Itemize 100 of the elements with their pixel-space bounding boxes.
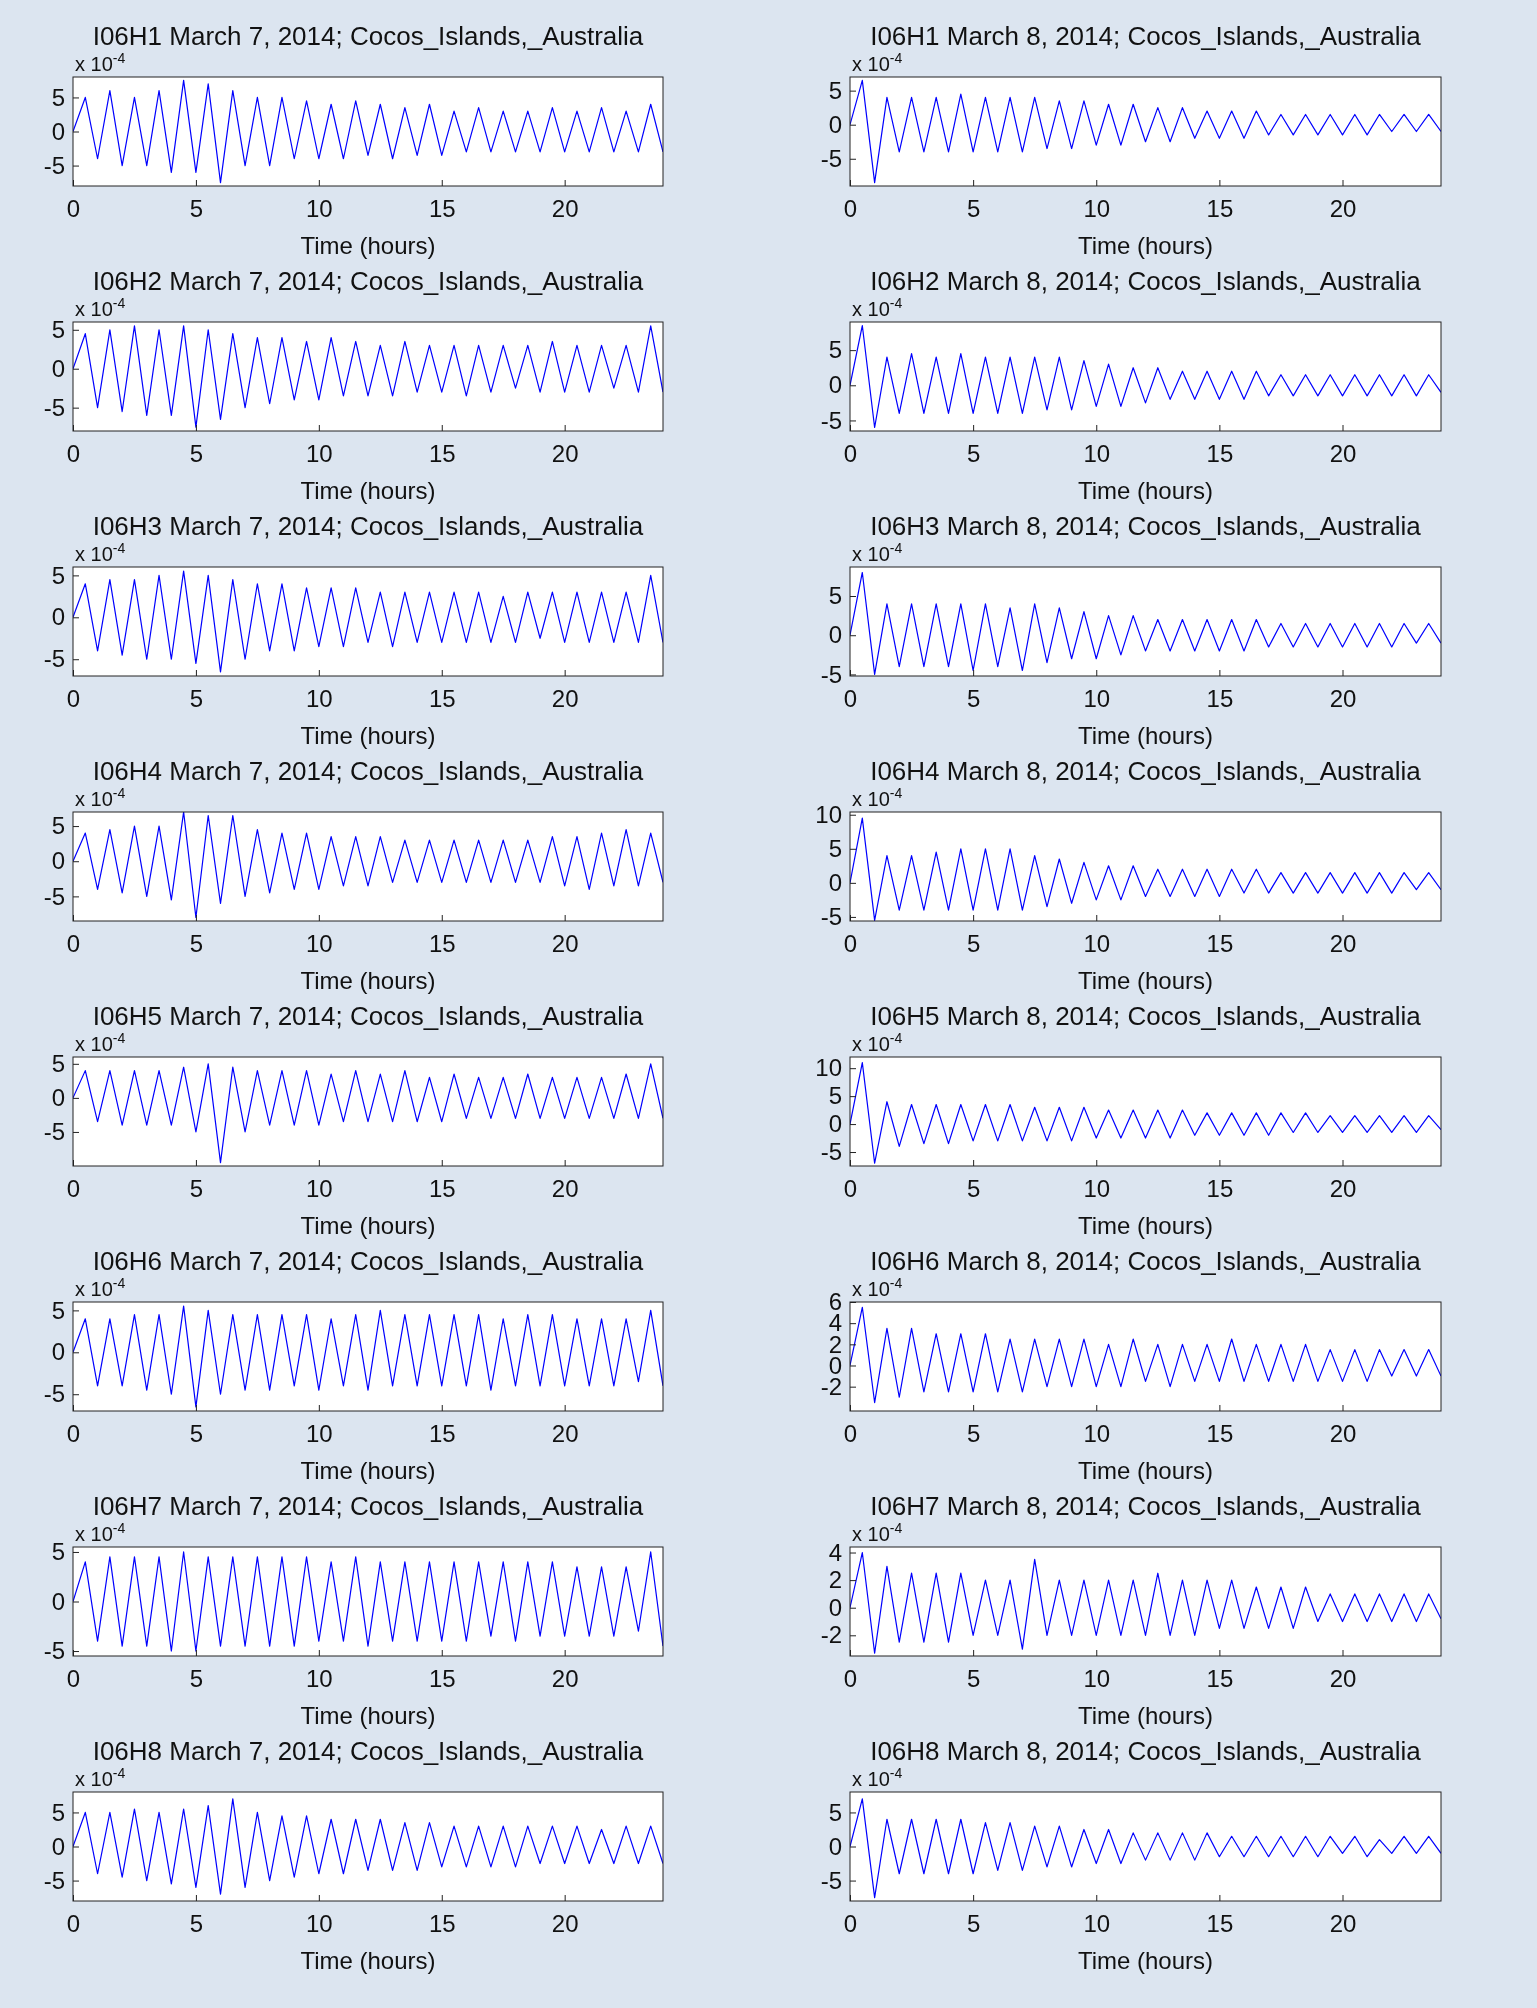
line-series [850, 571, 1441, 676]
chart-title: I06H1 March 8, 2014; Cocos_Islands,_Australia [870, 21, 1422, 51]
y-tick-label: 10 [815, 1054, 842, 1082]
x-tick-label: 20 [551, 1175, 579, 1203]
y-tick-label: 2 [828, 1566, 842, 1594]
x-tick-label: 5 [966, 1665, 981, 1693]
y-tick-label: 5 [51, 1538, 65, 1566]
line-series [850, 324, 1441, 429]
y-tick-label: -5 [43, 151, 65, 179]
y-tick-label: 0 [828, 1593, 842, 1621]
x-tick-label: 10 [1083, 1910, 1111, 1938]
text: x 10$^{-4}$ [75, 785, 126, 810]
x-tick-label: 5 [966, 1420, 981, 1448]
line-series [73, 325, 663, 428]
y-tick-label: -5 [43, 882, 65, 910]
y-tick-label: 0 [51, 1338, 65, 1366]
text: x 10$^{-4}$ [852, 50, 903, 75]
x-tick-label: 5 [189, 1420, 204, 1448]
x-tick-label: 10 [305, 195, 333, 223]
x-tick-label: 5 [966, 440, 981, 468]
line-series [73, 1798, 663, 1895]
line-series [73, 1551, 663, 1652]
y-tick-label: 0 [51, 1832, 65, 1860]
x-axis-title: Time (hours) [300, 1702, 436, 1729]
text: x 10$^{-4}$ [852, 1275, 903, 1300]
text: x 10$^{-4}$ [852, 785, 903, 810]
chart-title: I06H6 March 8, 2014; Cocos_Islands,_Australia [870, 1246, 1422, 1276]
x-tick-label: 10 [1083, 685, 1111, 713]
x-tick-label: 5 [966, 1910, 981, 1938]
x-tick-label: 15 [428, 1910, 456, 1938]
text: x 10$^{-4}$ [852, 1765, 903, 1790]
chart-title: I06H8 March 8, 2014; Cocos_Islands,_Australia [870, 1736, 1422, 1766]
x-tick-label: 15 [428, 1665, 456, 1693]
text: x 10$^{-4}$ [852, 1030, 903, 1055]
y-tick-label: 0 [51, 354, 65, 382]
x-tick-label: 20 [1329, 1175, 1357, 1203]
y-tick-label: 0 [828, 110, 842, 138]
x-tick-label: 20 [1329, 195, 1357, 223]
y-tick-label: 5 [828, 1082, 842, 1110]
line-series [850, 1061, 1441, 1164]
text: x 10$^{-4}$ [75, 540, 126, 565]
chart-title: I06H8 March 7, 2014; Cocos_Islands,_Australia [92, 1736, 644, 1766]
x-tick-label: 5 [189, 1175, 204, 1203]
y-tick-label: -5 [820, 406, 842, 434]
x-tick-label: 15 [428, 685, 456, 713]
y-tick-label: 5 [51, 83, 65, 111]
line-series [73, 79, 663, 184]
text: x 10$^{-4}$ [75, 1520, 126, 1545]
y-tick-label: 5 [51, 561, 65, 589]
x-axis-title: Time (hours) [300, 1947, 436, 1974]
text: x 10$^{-4}$ [75, 1765, 126, 1790]
x-axis-title: Time (hours) [300, 967, 436, 994]
x-tick-label: 15 [1206, 1665, 1234, 1693]
x-tick-label: 20 [1329, 930, 1357, 958]
x-tick-label: 5 [966, 1175, 981, 1203]
y-tick-label: 5 [828, 1798, 842, 1826]
y-tick-label: -5 [43, 1380, 65, 1408]
text: x 10$^{-4}$ [852, 1520, 903, 1545]
line-series [73, 812, 663, 919]
x-axis-title: Time (hours) [1077, 722, 1214, 749]
x-tick-label: 20 [551, 440, 579, 468]
text: x 10$^{-4}$ [852, 295, 903, 320]
y-tick-label: 4 [828, 1538, 842, 1566]
text: x 10$^{-4}$ [75, 295, 126, 320]
line-series [850, 1798, 1441, 1899]
x-axis-title: Time (hours) [1077, 1947, 1214, 1974]
x-tick-label: 10 [305, 1420, 333, 1448]
x-tick-label: 20 [1329, 1910, 1357, 1938]
x-tick-label: 10 [1083, 1665, 1111, 1693]
x-tick-label: 10 [1083, 195, 1111, 223]
chart-title: I06H3 March 7, 2014; Cocos_Islands,_Australia [92, 511, 644, 541]
y-tick-label: -5 [820, 144, 842, 172]
text: x 10$^{-4}$ [75, 50, 126, 75]
x-tick-label: 20 [1329, 440, 1357, 468]
y-tick-label: 0 [51, 847, 65, 875]
x-tick-label: 15 [428, 1175, 456, 1203]
line-series [73, 1305, 663, 1408]
chart-title: I06H2 March 7, 2014; Cocos_Islands,_Australia [92, 266, 644, 296]
y-tick-label: 0 [51, 603, 65, 631]
x-axis-title: Time (hours) [300, 1457, 436, 1484]
x-tick-label: 15 [428, 1420, 456, 1448]
x-axis-title: Time (hours) [300, 477, 436, 504]
y-tick-label: 0 [828, 371, 842, 399]
x-tick-label: 20 [1329, 685, 1357, 713]
x-tick-label: 20 [1329, 1665, 1357, 1693]
x-tick-label: 10 [1083, 1420, 1111, 1448]
y-tick-label: 0 [828, 621, 842, 649]
line-series [73, 1063, 663, 1164]
x-tick-label: 5 [189, 930, 204, 958]
x-tick-label: 5 [189, 685, 204, 713]
x-tick-label: 15 [1206, 1910, 1234, 1938]
y-tick-label: 0 [51, 1587, 65, 1615]
y-tick-label: 5 [51, 1296, 65, 1324]
x-tick-label: 15 [428, 195, 456, 223]
x-tick-label: 5 [189, 1910, 204, 1938]
x-axis-title: Time (hours) [1077, 1212, 1214, 1239]
x-tick-label: 10 [305, 1175, 333, 1203]
x-tick-label: 15 [1206, 685, 1234, 713]
text: x 10$^{-4}$ [852, 540, 903, 565]
x-tick-label: 10 [1083, 1175, 1111, 1203]
